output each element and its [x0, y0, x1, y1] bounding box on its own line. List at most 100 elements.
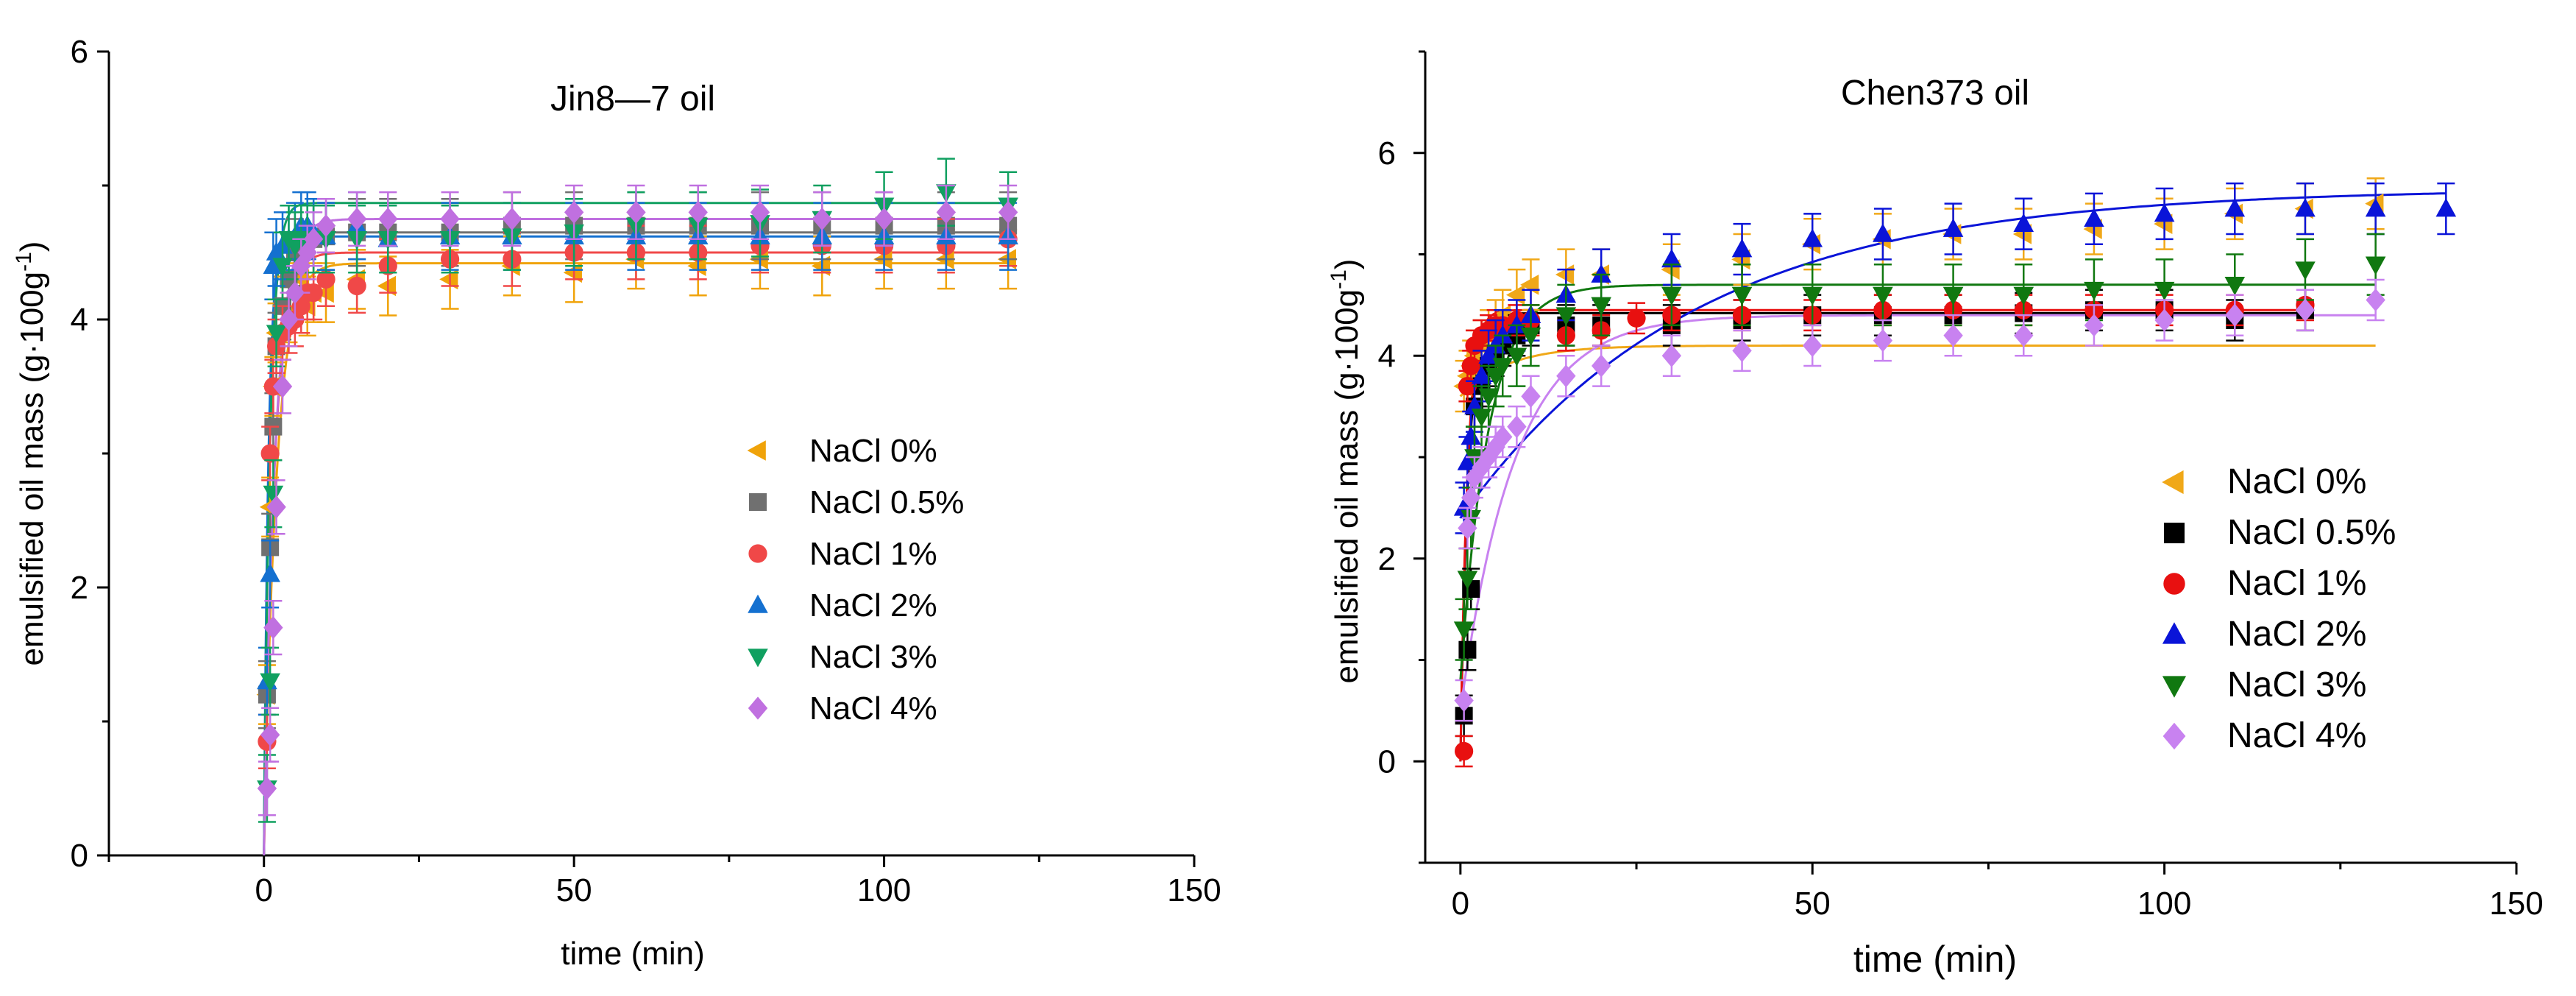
- chart2-y-label: emulsified oil mass (g·100g-1): [1327, 259, 1365, 684]
- legend-label-nacl-4-: NaCl 4%: [809, 691, 937, 727]
- data-point-nacl-3-: [1478, 388, 1499, 407]
- data-point-nacl-1-: [1461, 356, 1480, 375]
- y-tick-label: 6: [71, 34, 88, 70]
- data-point-nacl-4-: [626, 200, 646, 224]
- data-point-nacl-4-: [272, 375, 293, 398]
- data-point-nacl-4-: [291, 254, 311, 278]
- data-point-nacl-4-: [1943, 324, 1963, 347]
- data-point-nacl-4-: [2225, 303, 2245, 327]
- data-point-nacl-3-: [2084, 281, 2104, 301]
- legend-marker-nacl-0-5-: [749, 493, 767, 511]
- y-tick-label: 0: [1378, 744, 1396, 780]
- data-point-nacl-4-: [260, 723, 280, 746]
- legend-label-nacl-0-5-: NaCl 0.5%: [809, 484, 964, 520]
- data-point-nacl-4-: [812, 207, 832, 231]
- data-point-nacl-4-: [1472, 456, 1491, 479]
- chart-chen373: 0 50 100 150 0 2 4 6 Chen373 oil time (min) em…: [1327, 50, 2544, 980]
- x-tick-label: 100: [857, 872, 911, 908]
- chart1-title: Jin8—7 oil: [550, 80, 715, 119]
- chart2-x-label: time (min): [1853, 939, 2017, 980]
- data-point-nacl-2-: [2435, 198, 2457, 217]
- data-point-nacl-0-: [439, 269, 458, 290]
- legend-marker-nacl-1-: [748, 544, 767, 563]
- data-point-nacl-2-: [1461, 426, 1481, 445]
- data-point-nacl-1-: [304, 283, 323, 303]
- x-tick-label: 0: [1452, 886, 1469, 922]
- chart2-y-label-main: emulsified oil mass (g·100g: [1329, 289, 1365, 684]
- data-point-nacl-0-: [377, 275, 397, 297]
- data-point-nacl-0-: [563, 262, 582, 283]
- data-point-nacl-0-: [811, 255, 831, 276]
- x-tick-label: 100: [2137, 886, 2191, 922]
- data-point-nacl-0-: [1555, 264, 1575, 285]
- x-tick-label: 50: [556, 872, 592, 908]
- data-point-nacl-4-: [998, 200, 1018, 224]
- legend-label-nacl-2-: NaCl 2%: [2227, 615, 2366, 654]
- chart1-marks: [256, 158, 1018, 823]
- data-point-nacl-3-: [1506, 347, 1527, 367]
- data-point-nacl-4-: [1486, 435, 1505, 459]
- chart2-title: Chen373 oil: [1841, 74, 2029, 113]
- legend-label-nacl-0-5-: NaCl 0.5%: [2227, 513, 2396, 552]
- data-point-nacl-3-: [2295, 261, 2316, 280]
- legend-marker-nacl-4-: [2162, 722, 2186, 750]
- fit-curve-nacl-4-: [1459, 314, 2376, 712]
- chart1-y-label-sup: -1: [12, 252, 36, 272]
- data-point-nacl-4-: [347, 207, 367, 231]
- data-point-nacl-3-: [266, 325, 287, 344]
- data-point-nacl-1-: [1627, 308, 1646, 328]
- data-point-nacl-3-: [1661, 286, 1682, 305]
- data-point-nacl-2-: [1661, 248, 1682, 268]
- data-point-nacl-1-: [347, 276, 366, 296]
- data-point-nacl-4-: [502, 207, 522, 231]
- data-point-nacl-4-: [750, 200, 770, 224]
- legend-label-nacl-1-: NaCl 1%: [809, 536, 937, 572]
- data-point-nacl-1-: [260, 444, 280, 463]
- chart2-legend: NaCl 0% NaCl 0.5% NaCl 1% NaCl 2% NaCl 3% NaC…: [2162, 462, 2396, 755]
- data-point-nacl-2-: [260, 563, 280, 582]
- data-point-nacl-4-: [316, 214, 336, 238]
- data-point-nacl-2-: [1591, 264, 1611, 283]
- data-point-nacl-3-: [1492, 358, 1514, 377]
- data-point-nacl-4-: [1478, 445, 1499, 469]
- chart2-x-ticks: 0 50 100 150: [1452, 863, 2544, 922]
- chart1-legend: NaCl 0% NaCl 0.5% NaCl 1% NaCl 2% NaCl 3% NaC…: [747, 433, 964, 727]
- y-tick-label: 4: [71, 302, 88, 338]
- data-point-nacl-3-: [1731, 286, 1753, 305]
- data-point-nacl-2-: [1731, 239, 1753, 258]
- chart-jin8-7: 0 50 100 150 0 2 4 6 Jin8—7 oil time (min) emu…: [12, 34, 1221, 972]
- data-point-nacl-1-: [1455, 741, 1474, 761]
- data-point-nacl-4-: [1507, 415, 1527, 439]
- data-point-nacl-2-: [2013, 213, 2034, 232]
- chart2-y-label-sup: -1: [1327, 269, 1351, 289]
- x-tick-label: 0: [255, 872, 272, 908]
- chart2-y-label-tail: ): [1329, 259, 1365, 270]
- data-point-nacl-4-: [1521, 384, 1541, 408]
- data-point-nacl-3-: [1555, 307, 1577, 326]
- data-point-nacl-2-: [1802, 228, 1823, 247]
- legend-label-nacl-0-: NaCl 0%: [809, 433, 937, 469]
- data-point-nacl-3-: [1520, 327, 1541, 347]
- data-point-nacl-4-: [936, 200, 957, 224]
- x-tick-label: 150: [2489, 886, 2543, 922]
- chart2-marks: [1453, 177, 2457, 768]
- data-point-nacl-2-: [2224, 198, 2246, 217]
- data-point-nacl-2-: [1492, 325, 1514, 344]
- y-tick-label: 2: [1378, 541, 1396, 577]
- legend-marker-nacl-3-: [2162, 676, 2187, 698]
- x-tick-label: 50: [1795, 886, 1831, 922]
- data-point-nacl-3-: [2224, 277, 2246, 296]
- data-point-nacl-4-: [1661, 344, 1682, 367]
- legend-marker-nacl-1-: [2163, 573, 2185, 595]
- data-point-nacl-3-: [1453, 621, 1475, 640]
- y-tick-label: 6: [1378, 135, 1396, 172]
- data-point-nacl-4-: [303, 227, 324, 251]
- data-point-nacl-2-: [2295, 198, 2316, 217]
- data-point-nacl-3-: [260, 673, 280, 692]
- legend-marker-nacl-2-: [2162, 622, 2187, 644]
- legend-marker-nacl-0-: [2162, 470, 2184, 495]
- data-point-nacl-4-: [257, 777, 277, 800]
- data-point-nacl-3-: [1873, 286, 1893, 305]
- data-point-nacl-0-5-: [1458, 640, 1477, 659]
